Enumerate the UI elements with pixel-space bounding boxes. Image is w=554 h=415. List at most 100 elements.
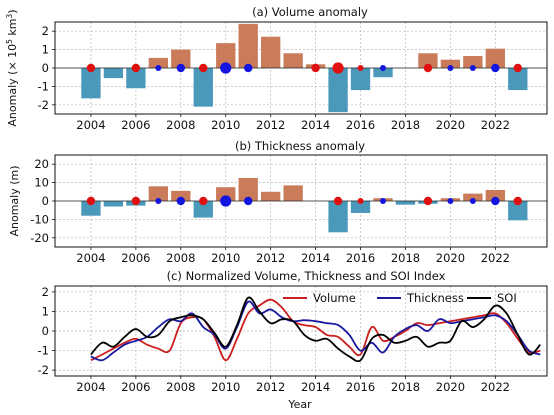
bar-thickness-2007 <box>148 186 169 201</box>
x-tick-label: 2004 <box>76 251 105 265</box>
x-tick-label: 2006 <box>121 251 150 265</box>
marker-red-2014 <box>311 63 320 73</box>
bar-thickness-2011 <box>238 178 258 201</box>
x-tick-label: 2018 <box>391 118 420 132</box>
legend-label-soi: SOI <box>497 291 517 305</box>
marker-blue-2020 <box>447 65 454 71</box>
x-tick-label: 2008 <box>166 251 195 265</box>
marker-red-2019 <box>423 63 433 73</box>
bar-volume-2012 <box>261 36 281 68</box>
x-tick-label: 2012 <box>256 380 285 394</box>
y-tick-label: 2 <box>42 285 49 299</box>
line-volume <box>90 298 541 362</box>
marker-blue-2020 <box>447 198 454 204</box>
legend: Volume Thickness SOI <box>283 291 517 305</box>
x-tick-label: 2012 <box>256 118 285 132</box>
y-tick-label: 1 <box>42 43 49 57</box>
y-tick-label: 10 <box>34 176 49 190</box>
x-tick-label: 2006 <box>121 380 150 394</box>
bar-volume-2023 <box>508 68 528 91</box>
line-soi <box>90 296 541 363</box>
marker-red-2006 <box>131 196 141 206</box>
bar-thickness-2022 <box>485 189 505 201</box>
marker-blue-2022 <box>491 196 500 206</box>
x-tick-label: 2010 <box>211 380 240 394</box>
bar-volume-2011 <box>238 23 258 68</box>
x-tick-label: 2022 <box>481 380 510 394</box>
y-tick-label: -2 <box>38 363 49 377</box>
normalized-index-panel: (c) Normalized Volume, Thickness and SOI… <box>38 269 548 411</box>
marker-red-2015 <box>332 62 344 74</box>
y-tick-label: -10 <box>30 212 49 226</box>
bar-thickness-2016 <box>350 201 371 213</box>
marker-blue-2007 <box>155 65 162 71</box>
y-tick-label: -1 <box>38 79 49 93</box>
x-tick-label: 2014 <box>301 380 330 394</box>
volume-anomaly-axes-frame <box>54 21 548 115</box>
thickness-anomaly-axes-frame <box>54 154 548 248</box>
x-tick-label: 2016 <box>346 380 375 394</box>
marker-blue-2010 <box>220 62 232 74</box>
y-tick-label: 1 <box>42 304 49 318</box>
x-tick-label: 2016 <box>346 251 375 265</box>
marker-blue-2017 <box>380 65 386 71</box>
bar-volume-2015 <box>328 68 348 113</box>
y-tick-label: -2 <box>38 98 49 112</box>
bar-thickness-2004 <box>81 201 101 216</box>
bar-volume-2019 <box>418 53 438 68</box>
volume-anomaly-y-axis-label: Anomaly (× 105 km3) <box>5 9 19 126</box>
y-tick-label: 0 <box>42 194 49 208</box>
marker-red-2019 <box>423 196 433 206</box>
x-tick-label: 2008 <box>166 118 195 132</box>
x-tick-label: 2020 <box>436 380 465 394</box>
marker-red-2004 <box>86 196 96 206</box>
marker-red-2006 <box>131 63 141 73</box>
thickness-anomaly-y-axis-label: Anomaly (m) <box>8 165 21 236</box>
marker-blue-2010 <box>220 195 232 207</box>
x-tick-label: 2022 <box>481 251 510 265</box>
bar-volume-2013 <box>283 53 303 68</box>
x-axis-label: Year <box>287 398 312 411</box>
thickness-anomaly-panel: (b) Thickness anomaly -20 -10 0 10 20 2004 20… <box>8 139 548 265</box>
y-tick-label: -1 <box>38 344 49 358</box>
bar-thickness-2009 <box>193 201 213 218</box>
x-tick-label: 2022 <box>481 118 510 132</box>
x-tick-label: 2018 <box>391 251 420 265</box>
x-tick-label: 2006 <box>121 118 150 132</box>
bar-thickness-2021 <box>463 193 483 201</box>
bar-volume-2004 <box>81 68 101 99</box>
bar-thickness-2005 <box>103 201 124 207</box>
bar-volume-2007 <box>148 57 169 68</box>
x-tick-label: 2020 <box>436 251 465 265</box>
thickness-anomaly-title: (b) Thickness anomaly <box>235 139 365 153</box>
marker-red-2009 <box>199 63 208 73</box>
marker-blue-2017 <box>380 198 386 204</box>
marker-blue-2008 <box>176 63 186 73</box>
bar-thickness-2013 <box>283 185 303 201</box>
normalized-index-axes-frame <box>54 285 548 377</box>
marker-blue-2011 <box>244 196 253 206</box>
marker-blue-2007 <box>155 198 162 204</box>
marker-blue-2022 <box>491 63 500 73</box>
marker-red-2016 <box>357 198 364 204</box>
bar-thickness-2008 <box>171 190 191 201</box>
bar-thickness-2015 <box>328 201 348 233</box>
volume-anomaly-title: (a) Volume anomaly <box>252 5 368 19</box>
bar-thickness-2012 <box>261 191 281 201</box>
x-tick-label: 2008 <box>166 380 195 394</box>
bar-volume-2021 <box>463 56 483 68</box>
y-tick-label: -20 <box>30 231 49 245</box>
bar-volume-2016 <box>350 68 371 91</box>
marker-red-2023 <box>513 196 522 206</box>
x-tick-label: 2020 <box>436 118 465 132</box>
bar-volume-2017 <box>373 68 393 78</box>
y-tick-label: 20 <box>34 157 49 171</box>
bar-thickness-2010 <box>216 187 236 201</box>
x-tick-label: 2010 <box>211 118 240 132</box>
volume-anomaly-panel: (a) Volume anomaly -2 -1 0 1 2 2004 2006 2008 2… <box>5 5 548 132</box>
x-tick-label: 2010 <box>211 251 240 265</box>
y-tick-label: 2 <box>42 24 49 38</box>
marker-red-2004 <box>86 63 96 73</box>
marker-red-2015 <box>333 196 343 206</box>
x-tick-label: 2014 <box>301 251 330 265</box>
